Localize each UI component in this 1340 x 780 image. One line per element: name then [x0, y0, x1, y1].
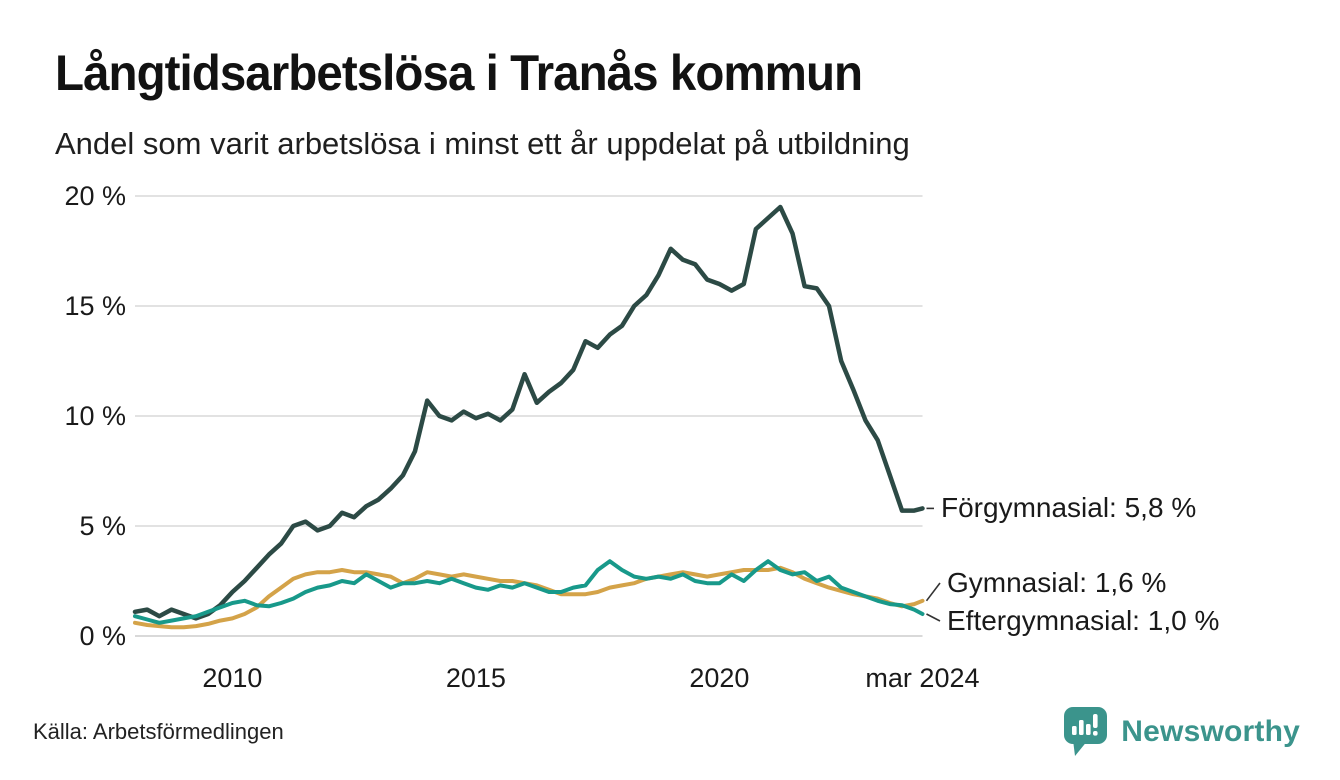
x-axis-tick-label: 2010	[202, 663, 263, 693]
series-line-gymnasial	[133, 565, 925, 630]
x-axis-tick-label: 2015	[445, 663, 506, 693]
y-axis-tick-label: 10 %	[64, 401, 126, 431]
annotation-connector	[926, 613, 941, 622]
chart-subtitle: Andel som varit arbetslösa i minst ett å…	[55, 126, 910, 161]
y-axis-tick-label: 5 %	[79, 511, 126, 541]
series-line-förgymnasial	[132, 204, 925, 621]
y-axis-tick-label: 20 %	[64, 181, 126, 211]
y-axis-tick-label: 0 %	[79, 621, 126, 651]
series-end-label-gymnasial: Gymnasial: 1,6 %	[947, 567, 1167, 598]
newsworthy-bubble-chart-icon	[1064, 707, 1108, 756]
series-line-eftergymnasial	[133, 559, 925, 625]
series-end-label-eftergymnasial: Eftergymnasial: 1,0 %	[947, 605, 1220, 636]
newsworthy-logo: Newsworthy	[1063, 706, 1300, 758]
page-title: Långtidsarbetslösa i Tranås kommun	[55, 45, 863, 101]
x-axis-tick-label: mar 2024	[865, 663, 980, 693]
annotation-connector	[925, 582, 941, 602]
series-end-label-forgymnasial: Förgymnasial: 5,8 %	[941, 492, 1197, 524]
x-axis-tick-label: 2020	[689, 663, 750, 693]
newsworthy-wordmark: Newsworthy	[1121, 715, 1300, 748]
y-axis-tick-label: 15 %	[64, 291, 126, 321]
source-credit: Källa: Arbetsförmedlingen	[33, 719, 284, 744]
